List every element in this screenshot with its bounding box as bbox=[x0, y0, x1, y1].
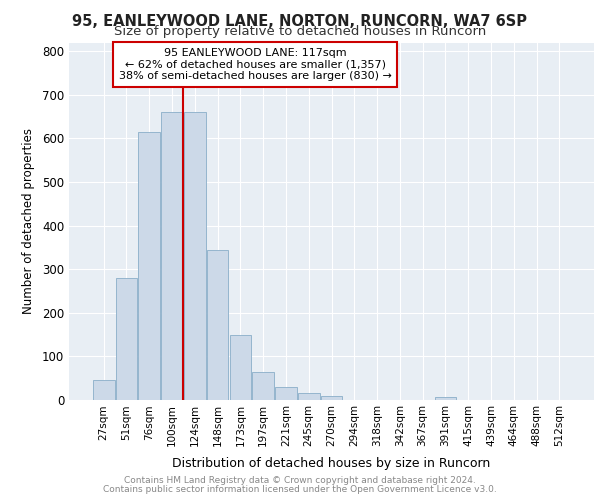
Text: 95 EANLEYWOOD LANE: 117sqm
← 62% of detached houses are smaller (1,357)
38% of s: 95 EANLEYWOOD LANE: 117sqm ← 62% of deta… bbox=[119, 48, 392, 81]
Bar bbox=[93, 380, 115, 400]
Text: 95, EANLEYWOOD LANE, NORTON, RUNCORN, WA7 6SP: 95, EANLEYWOOD LANE, NORTON, RUNCORN, WA… bbox=[73, 14, 527, 29]
Text: Contains HM Land Registry data © Crown copyright and database right 2024.: Contains HM Land Registry data © Crown c… bbox=[124, 476, 476, 485]
Bar bbox=[139, 132, 160, 400]
Bar bbox=[434, 396, 456, 400]
Y-axis label: Number of detached properties: Number of detached properties bbox=[22, 128, 35, 314]
Bar bbox=[275, 387, 297, 400]
Text: Contains public sector information licensed under the Open Government Licence v3: Contains public sector information licen… bbox=[103, 485, 497, 494]
Bar bbox=[207, 250, 229, 400]
Bar bbox=[253, 372, 274, 400]
Bar bbox=[184, 112, 206, 400]
Bar bbox=[116, 278, 137, 400]
Bar bbox=[161, 112, 183, 400]
Bar bbox=[230, 336, 251, 400]
Bar bbox=[298, 394, 320, 400]
Text: Size of property relative to detached houses in Runcorn: Size of property relative to detached ho… bbox=[114, 25, 486, 38]
Bar bbox=[320, 396, 343, 400]
X-axis label: Distribution of detached houses by size in Runcorn: Distribution of detached houses by size … bbox=[172, 458, 491, 470]
